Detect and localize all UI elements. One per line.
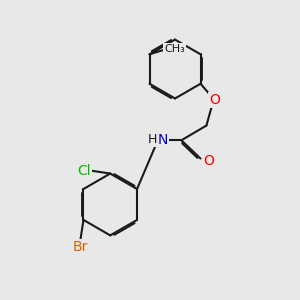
Text: Br: Br [73,240,88,254]
Text: H: H [148,133,157,146]
Text: N: N [158,133,168,147]
Text: O: O [203,154,214,169]
Text: CH₃: CH₃ [164,44,184,54]
Text: O: O [209,93,220,106]
Text: Cl: Cl [77,164,91,178]
